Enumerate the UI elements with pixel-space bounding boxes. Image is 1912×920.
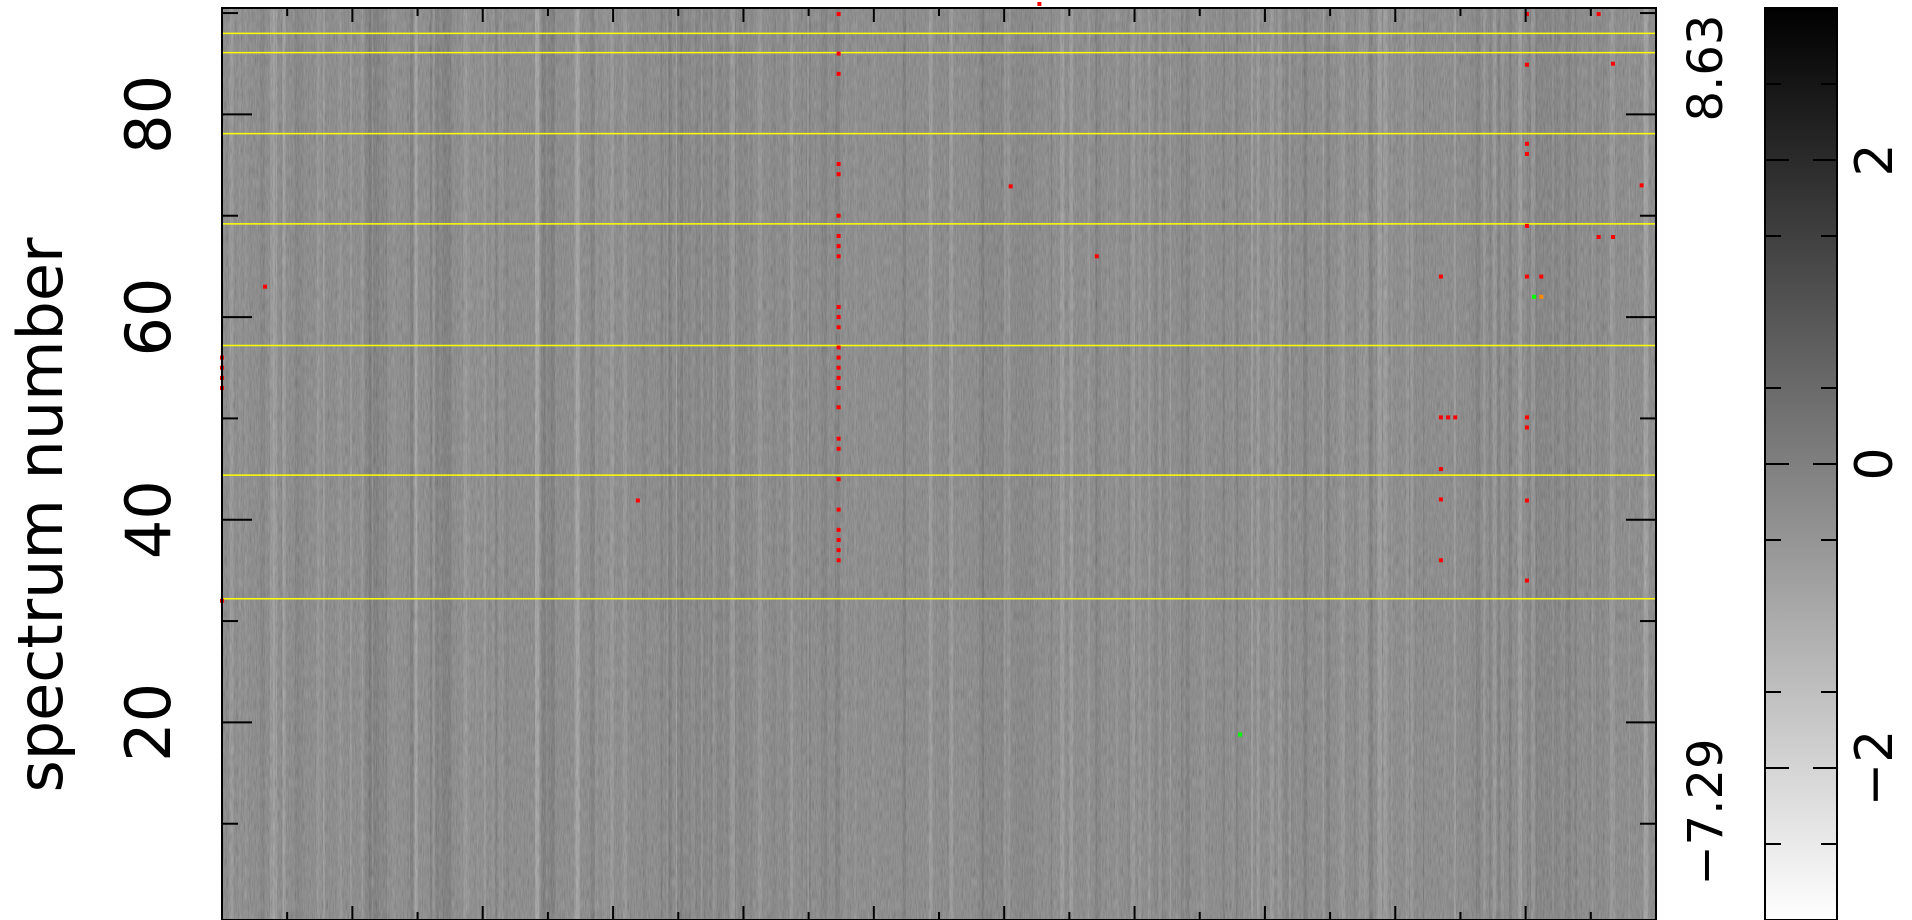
colorbar-tick-label: −2 [1845, 730, 1905, 807]
flagged-pixel-red [1524, 62, 1529, 67]
flagged-pixel-red [1639, 183, 1644, 188]
flagged-pixel-red [263, 284, 268, 289]
flagged-pixel-red [836, 71, 841, 76]
flagged-pixel-red [836, 386, 841, 390]
flagged-pixel-red [836, 527, 841, 532]
flagged-pixel-red [1438, 467, 1443, 472]
flagged-pixel-red [1037, 1, 1042, 6]
y-axis-ticks [222, 12, 1656, 825]
flagged-pixel-red [1524, 498, 1529, 503]
flagged-pixel-red [1524, 274, 1529, 279]
flagged-pixel-red [1610, 61, 1615, 66]
flagged-pixel-red [1438, 558, 1443, 563]
image-noise-texture [222, 8, 1656, 920]
flagged-pixel-red [836, 375, 841, 380]
flagged-pixel-red [1438, 497, 1443, 502]
flagged-pixel-red [836, 355, 841, 360]
flagged-pixel-red [836, 234, 841, 238]
flagged-pixel-red [1524, 12, 1529, 17]
flagged-pixel-red [1524, 223, 1529, 228]
colorbar-tick-labels: −2 0 2 [1845, 143, 1905, 806]
flagged-pixel-red [836, 51, 841, 56]
flagged-pixel-red [836, 548, 841, 553]
y-axis-label: spectrum number [4, 237, 77, 793]
y-tick-label: 60 [112, 278, 185, 357]
flagged-pixels [220, 1, 1644, 737]
flagged-pixel-red [1524, 151, 1529, 156]
y-axis-tick-labels: 20 40 60 80 [112, 75, 185, 762]
flagged-pixel-red [836, 436, 841, 441]
flagged-pixel-red [1438, 274, 1443, 279]
flagged-pixel-green [1238, 732, 1243, 737]
flagged-pixel-red [836, 507, 841, 512]
flagged-pixel-red [635, 498, 640, 503]
flagged-pixel-red [836, 538, 841, 542]
colorbar-tick-label: 0 [1845, 447, 1905, 480]
flagged-pixel-red [1094, 254, 1099, 259]
flagged-pixel-red [836, 304, 841, 309]
flagged-pixel-red [836, 325, 841, 330]
colorbar: −2 0 2 [1764, 7, 1905, 920]
y-tick-label: 40 [112, 480, 185, 559]
flagged-pixel-red [836, 162, 841, 167]
flagged-pixel-red [1008, 184, 1013, 189]
flagged-pixel-red [1539, 274, 1544, 279]
spectrum-image-panel [220, 1, 1657, 920]
flagged-pixel-red [1453, 415, 1458, 420]
flagged-pixel-green [1532, 294, 1537, 299]
flagged-pixel-red [1524, 578, 1529, 583]
flagged-pixel-red [836, 405, 841, 410]
flagged-pixel-red [1524, 415, 1529, 420]
flagged-pixel-red [836, 244, 841, 249]
y-tick-label: 20 [112, 683, 185, 762]
flagged-pixel-red [1524, 425, 1529, 430]
x-axis-ticks [286, 8, 1592, 920]
flagged-pixel-red [836, 446, 841, 451]
flagged-pixel-red [836, 365, 841, 370]
flagged-pixel-red [836, 558, 841, 563]
data-min-label: −7.29 [1678, 738, 1734, 885]
flagged-pixel-red [1596, 235, 1601, 240]
colorbar-tick-label: 2 [1845, 143, 1905, 176]
flagged-pixel-red [1524, 141, 1529, 146]
flagged-pixel-red [836, 172, 841, 177]
flagged-pixel-red [836, 213, 841, 218]
flagged-pixel-red [836, 345, 841, 350]
flagged-pixel-red [836, 315, 841, 320]
flagged-pixel-red [1596, 12, 1601, 17]
flagged-pixel-red [836, 254, 841, 259]
flagged-pixel-red [836, 12, 841, 17]
y-tick-label: 80 [112, 75, 185, 154]
separator-lines [222, 32, 1656, 600]
flagged-pixel-red [1610, 235, 1615, 240]
flagged-pixel-red [1438, 415, 1443, 420]
data-max-label: 8.63 [1678, 15, 1734, 122]
flagged-pixel-red [836, 477, 841, 482]
colorbar-ticks [1765, 83, 1837, 845]
flagged-pixel-orange [1539, 294, 1544, 299]
flagged-pixel-red [1446, 415, 1451, 420]
